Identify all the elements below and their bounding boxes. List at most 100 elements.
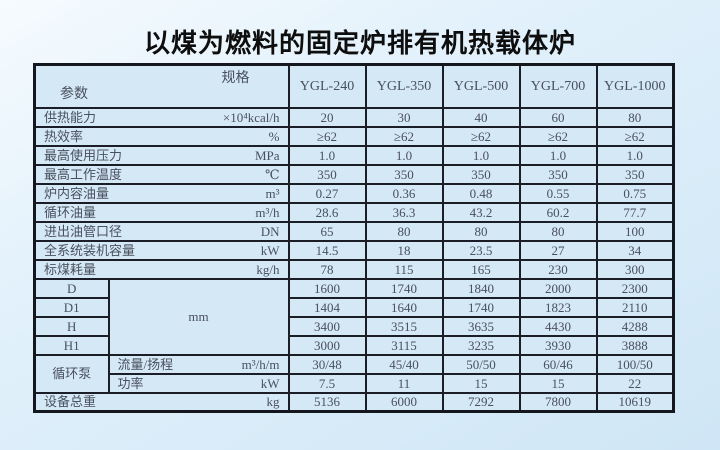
value-cell: 65 bbox=[287, 220, 367, 242]
dimension-label: D bbox=[33, 277, 110, 299]
model-header: YGL-1000 bbox=[595, 63, 675, 109]
value-cell: 350 bbox=[595, 163, 675, 185]
value-cell: ≥62 bbox=[518, 125, 598, 147]
value-cell: 350 bbox=[364, 163, 444, 185]
value-cell: 10619 bbox=[595, 391, 675, 413]
table-row: 功率 kW 7.5 11 15 15 22 bbox=[35, 372, 675, 394]
value-cell: 1640 bbox=[364, 296, 444, 318]
value-cell: 80 bbox=[595, 106, 675, 128]
param-name: 最高使用压力 bbox=[44, 147, 123, 163]
spec-label: 规格 bbox=[221, 71, 250, 86]
param-name: 流量/扬程 bbox=[117, 356, 174, 372]
param-unit: m³/h bbox=[255, 204, 280, 220]
value-cell: 1.0 bbox=[441, 144, 521, 166]
value-cell: 80 bbox=[364, 220, 444, 242]
value-cell: 300 bbox=[595, 258, 675, 280]
value-cell: 80 bbox=[518, 220, 598, 242]
param-unit: kW bbox=[260, 242, 280, 258]
value-cell: 11 bbox=[364, 372, 444, 394]
value-cell: 7800 bbox=[518, 391, 598, 413]
value-cell: 0.27 bbox=[287, 182, 367, 204]
value-cell: 23.5 bbox=[441, 239, 521, 261]
param-name: 全系统装机容量 bbox=[44, 242, 136, 258]
table-row: D1 1404 1640 1740 1823 2110 bbox=[33, 296, 675, 318]
table-row: 最高使用压力 MPa 1.0 1.0 1.0 1.0 1.0 bbox=[33, 144, 675, 166]
param-name: 进出油管口径 bbox=[44, 223, 123, 239]
value-cell: 230 bbox=[518, 258, 598, 280]
value-cell: 3115 bbox=[364, 334, 444, 356]
value-cell: 2000 bbox=[518, 277, 598, 299]
param-unit: kW bbox=[260, 375, 280, 391]
value-cell: ≥62 bbox=[364, 125, 444, 147]
value-cell: 165 bbox=[441, 258, 521, 280]
dimension-label: H bbox=[33, 315, 110, 337]
param-cell: 最高工作温度 ℃ bbox=[33, 163, 290, 185]
param-cell: 全系统装机容量 kW bbox=[33, 239, 290, 261]
value-cell: 350 bbox=[518, 163, 598, 185]
table-row: 供热能力 ×10⁴kcal/h 20 30 40 60 80 bbox=[33, 106, 675, 128]
param-cell: 供热能力 ×10⁴kcal/h bbox=[33, 106, 290, 128]
param-unit: kg bbox=[266, 394, 280, 410]
value-cell: 2300 bbox=[595, 277, 675, 299]
param-unit: m³/h/m bbox=[241, 356, 280, 372]
value-cell: 350 bbox=[287, 163, 367, 185]
value-cell: 7292 bbox=[441, 391, 521, 413]
param-name: 设备总重 bbox=[44, 394, 97, 410]
table-row: 进出油管口径 DN 65 80 80 80 100 bbox=[33, 220, 675, 242]
value-cell: ≥62 bbox=[595, 125, 675, 147]
param-cell: 热效率 % bbox=[33, 125, 290, 147]
param-unit: MPa bbox=[254, 147, 280, 163]
value-cell: 1823 bbox=[518, 296, 598, 318]
value-cell: 3000 bbox=[287, 334, 367, 356]
value-cell: 0.48 bbox=[441, 182, 521, 204]
value-cell: 18 bbox=[364, 239, 444, 261]
value-cell: 1.0 bbox=[287, 144, 367, 166]
spec-table: 规格 参数 YGL-240 YGL-350 YGL-500 YGL-700 YG… bbox=[33, 63, 675, 413]
value-cell: 1740 bbox=[441, 296, 521, 318]
table-row: 标煤耗量 kg/h 78 115 165 230 300 bbox=[33, 258, 675, 280]
value-cell: 50/50 bbox=[441, 353, 521, 375]
value-cell: 30/48 bbox=[287, 353, 367, 375]
value-cell: 1.0 bbox=[518, 144, 598, 166]
param-unit: ℃ bbox=[264, 166, 280, 182]
value-cell: 2110 bbox=[595, 296, 675, 318]
param-cell: 功率 kW bbox=[107, 372, 290, 394]
value-cell: 80 bbox=[441, 220, 521, 242]
table-row: D mm 1600 1740 1840 2000 2300 bbox=[33, 277, 675, 356]
value-cell: 4288 bbox=[595, 315, 675, 337]
header-row: 规格 参数 YGL-240 YGL-350 YGL-500 YGL-700 YG… bbox=[33, 63, 675, 109]
value-cell: 28.6 bbox=[287, 201, 367, 223]
model-header: YGL-240 bbox=[287, 63, 367, 109]
table-row: H 3400 3515 3635 4430 4288 bbox=[33, 315, 675, 337]
value-cell: 1.0 bbox=[595, 144, 675, 166]
table-row: 最高工作温度 ℃ 350 350 350 350 350 bbox=[33, 163, 675, 185]
param-name: 循环油量 bbox=[44, 204, 97, 220]
value-cell: 3515 bbox=[364, 315, 444, 337]
value-cell: 3235 bbox=[441, 334, 521, 356]
value-cell: ≥62 bbox=[441, 125, 521, 147]
table-row: 热效率 % ≥62 ≥62 ≥62 ≥62 ≥62 bbox=[33, 125, 675, 147]
value-cell: 34 bbox=[595, 239, 675, 261]
table-row: 设备总重 kg 5136 6000 7292 7800 10619 bbox=[33, 391, 675, 413]
table-row: H1 3000 3115 3235 3930 3888 bbox=[33, 334, 675, 356]
dimension-label: D1 bbox=[33, 296, 110, 318]
param-name: 炉内容油量 bbox=[44, 185, 110, 201]
param-cell: 炉内容油量 m³ bbox=[33, 182, 290, 204]
value-cell: 1.0 bbox=[364, 144, 444, 166]
table-row: 炉内容油量 m³ 0.27 0.36 0.48 0.55 0.75 bbox=[33, 182, 675, 204]
value-cell: 30 bbox=[364, 106, 444, 128]
param-name: 供热能力 bbox=[44, 109, 97, 125]
value-cell: 5136 bbox=[287, 391, 367, 413]
value-cell: 7.5 bbox=[287, 372, 367, 394]
value-cell: 27 bbox=[518, 239, 598, 261]
param-cell: 标煤耗量 kg/h bbox=[33, 258, 290, 280]
table-row: 循环泵 流量/扬程 m³/h/m 30/48 45/40 50/50 60/46… bbox=[33, 353, 675, 394]
value-cell: ≥62 bbox=[287, 125, 367, 147]
param-unit: DN bbox=[260, 223, 280, 239]
value-cell: 100/50 bbox=[595, 353, 675, 375]
value-cell: 4430 bbox=[518, 315, 598, 337]
dimension-unit-cell: mm bbox=[107, 277, 290, 356]
param-name: 最高工作温度 bbox=[44, 166, 123, 182]
model-header: YGL-700 bbox=[518, 63, 598, 109]
table-row: 全系统装机容量 kW 14.5 18 23.5 27 34 bbox=[33, 239, 675, 261]
